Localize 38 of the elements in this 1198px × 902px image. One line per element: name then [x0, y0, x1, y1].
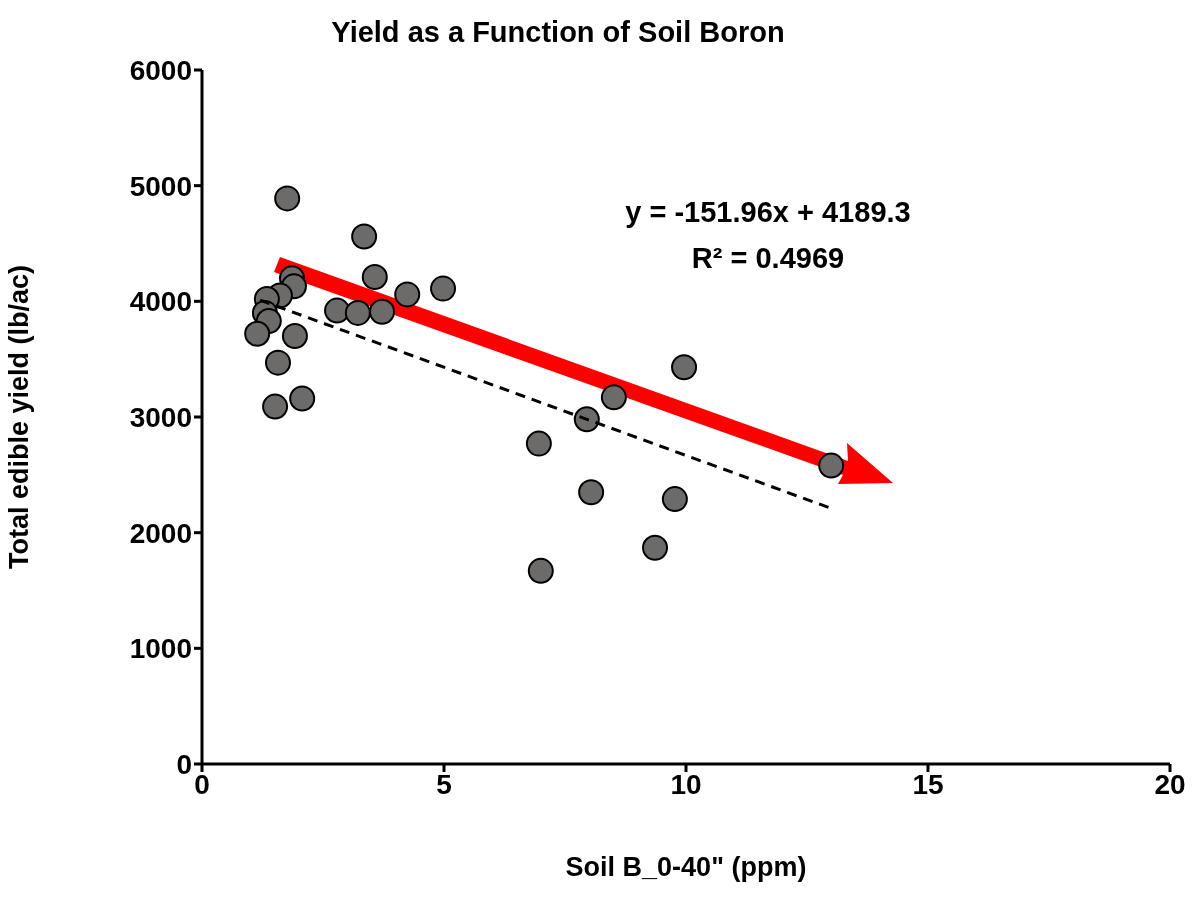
- point: [642, 534, 669, 561]
- y-tick-label: 2000: [129, 517, 192, 549]
- point: [430, 275, 457, 302]
- point: [324, 297, 351, 324]
- x-tick-label: 5: [436, 768, 452, 800]
- y-tick-label: 0: [176, 748, 192, 780]
- point: [661, 486, 688, 513]
- point: [527, 557, 554, 584]
- point: [244, 320, 271, 347]
- annotation: y = -151.96x + 4189.3: [624, 196, 912, 229]
- point: [818, 452, 845, 479]
- point: [274, 185, 301, 212]
- point: [361, 264, 388, 291]
- point: [281, 323, 308, 350]
- point: [262, 393, 289, 420]
- point: [600, 384, 627, 411]
- annotation: R² = 0.4969: [690, 242, 846, 275]
- y-tick-label: 3000: [129, 401, 192, 433]
- point: [525, 430, 552, 457]
- x-axis-title: Soil B_0-40" (ppm): [565, 852, 807, 882]
- point: [344, 299, 371, 326]
- x-tick-label: 10: [670, 768, 702, 800]
- y-axis-title: Total edible yield (lb/ac): [3, 264, 34, 570]
- point: [671, 354, 698, 381]
- y-tick-label: 6000: [129, 54, 192, 86]
- x-tick-label: 15: [912, 768, 944, 800]
- point: [289, 385, 316, 412]
- point: [578, 479, 605, 506]
- point: [369, 298, 396, 325]
- chart-title: Yield as a Function of Soil Boron: [330, 16, 786, 49]
- y-tick-label: 5000: [129, 170, 192, 202]
- point: [264, 349, 291, 376]
- y-tick-label: 4000: [129, 286, 192, 318]
- x-tick-label: 20: [1154, 768, 1186, 800]
- point: [394, 281, 421, 308]
- point: [351, 223, 378, 250]
- y-tick-label: 1000: [129, 633, 192, 665]
- point: [573, 406, 600, 433]
